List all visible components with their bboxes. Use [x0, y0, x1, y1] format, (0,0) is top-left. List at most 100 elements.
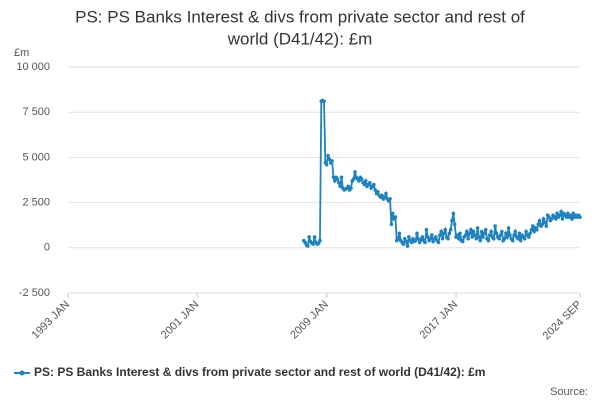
point: [439, 229, 444, 234]
point: [568, 213, 573, 218]
point: [541, 217, 546, 221]
point: [380, 193, 384, 198]
point: [506, 226, 511, 230]
point: [512, 233, 516, 237]
y-tick-label: 10 000: [16, 61, 50, 73]
point: [528, 231, 532, 236]
point: [335, 177, 340, 181]
point: [571, 211, 576, 216]
point: [303, 240, 307, 245]
point: [486, 238, 491, 243]
point: [544, 224, 549, 228]
point: [438, 233, 442, 237]
point: [553, 217, 558, 221]
point: [424, 227, 429, 232]
point: [474, 236, 479, 241]
point: [338, 184, 342, 189]
point: [527, 235, 531, 239]
point: [413, 238, 418, 243]
point: [351, 177, 356, 181]
point: [465, 229, 469, 234]
point: [471, 229, 476, 234]
point: [332, 179, 337, 183]
legend-label: PS: PS Banks Interest & divs from privat…: [34, 365, 485, 379]
point: [477, 235, 481, 239]
point: [522, 236, 527, 241]
point: [518, 238, 523, 243]
point: [517, 231, 522, 236]
point: [469, 227, 473, 232]
point: [417, 240, 422, 245]
point: [473, 233, 477, 237]
point: [508, 233, 512, 237]
point: [368, 180, 372, 185]
point: [407, 235, 411, 239]
point: [532, 229, 536, 234]
point: [420, 235, 425, 239]
point: [389, 222, 394, 227]
point: [531, 224, 535, 228]
point: [494, 231, 499, 236]
point: [497, 236, 501, 241]
point: [396, 236, 400, 241]
point: [478, 238, 483, 243]
x-tick-label: 2024 SEP: [541, 299, 585, 343]
y-tick-label: 0: [44, 242, 50, 254]
point: [557, 213, 562, 218]
y-tick-label: 5 000: [22, 151, 50, 163]
point: [455, 233, 460, 237]
point: [458, 231, 462, 236]
point: [318, 238, 322, 243]
y-axis-label: £m: [14, 47, 29, 59]
point: [487, 233, 492, 237]
point: [450, 218, 454, 223]
point: [524, 229, 528, 234]
point: [470, 235, 475, 239]
point: [502, 236, 507, 241]
point: [452, 222, 457, 227]
point: [493, 224, 497, 228]
y-tick-label: 7 500: [22, 106, 50, 118]
point: [311, 242, 316, 246]
point: [326, 153, 330, 158]
point: [393, 215, 398, 219]
point: [482, 231, 487, 236]
point: [537, 218, 542, 223]
point: [475, 226, 480, 230]
point: [327, 157, 332, 162]
point: [483, 227, 488, 232]
point: [373, 188, 378, 192]
point: [466, 236, 470, 241]
y-tick-label: -2 500: [19, 287, 50, 299]
point: [306, 244, 310, 248]
point: [316, 241, 321, 246]
point: [401, 242, 406, 246]
point: [440, 236, 445, 241]
point: [456, 236, 461, 241]
point: [436, 240, 441, 245]
source: Source:: [550, 386, 588, 398]
point: [560, 217, 565, 221]
point: [431, 239, 435, 244]
point: [536, 222, 541, 227]
point: [566, 211, 570, 216]
point: [513, 229, 518, 234]
point: [388, 197, 392, 201]
point: [491, 236, 496, 241]
point: [543, 220, 547, 225]
point: [535, 227, 539, 232]
point: [578, 215, 582, 219]
point: [447, 231, 452, 236]
point: [429, 233, 434, 237]
point: [451, 211, 456, 216]
point: [467, 231, 472, 236]
point: [448, 227, 453, 232]
point: [382, 195, 387, 199]
point: [481, 235, 485, 239]
point: [312, 235, 317, 239]
point: [460, 239, 465, 244]
point: [349, 186, 353, 190]
point: [540, 222, 545, 227]
point: [359, 177, 364, 181]
